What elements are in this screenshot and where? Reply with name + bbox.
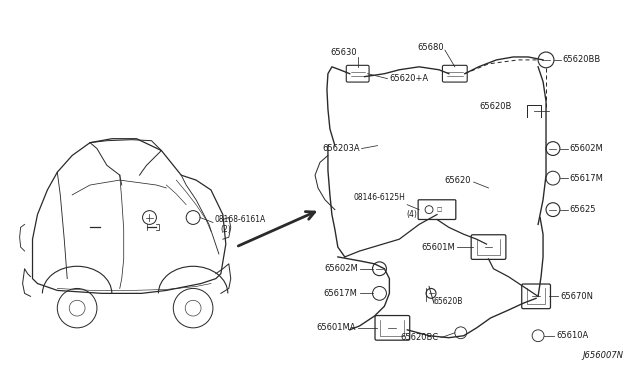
Text: 65670N: 65670N [560, 292, 593, 301]
Text: 65610A: 65610A [556, 331, 588, 340]
Text: 65620B: 65620B [479, 102, 512, 111]
Text: (2): (2) [221, 225, 232, 234]
Text: 65625: 65625 [570, 205, 596, 214]
Text: □: □ [436, 207, 442, 212]
Text: 65620B: 65620B [433, 297, 462, 306]
Text: 65630: 65630 [330, 48, 356, 57]
Text: 08168-6161A: 08168-6161A [215, 215, 266, 224]
Text: 656203A: 656203A [322, 144, 360, 153]
Text: 65620BC: 65620BC [401, 333, 439, 342]
Text: 65617M: 65617M [324, 289, 358, 298]
Text: 65602M: 65602M [324, 264, 358, 273]
Text: 65601M: 65601M [421, 243, 455, 251]
Text: 65620: 65620 [444, 176, 470, 185]
Text: 65602M: 65602M [570, 144, 604, 153]
Text: (4): (4) [406, 210, 417, 219]
Text: 65620+A: 65620+A [389, 74, 429, 83]
Text: 65680: 65680 [417, 43, 444, 52]
Text: 08146-6125H: 08146-6125H [353, 193, 405, 202]
Text: J656007N: J656007N [582, 351, 623, 360]
Text: 65620BB: 65620BB [563, 55, 601, 64]
Text: 65617M: 65617M [570, 174, 604, 183]
Text: 65601MA: 65601MA [316, 323, 356, 332]
